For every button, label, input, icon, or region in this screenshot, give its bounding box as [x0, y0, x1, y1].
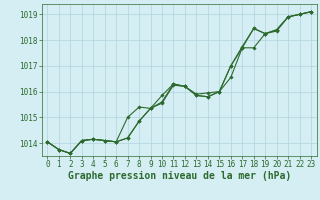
X-axis label: Graphe pression niveau de la mer (hPa): Graphe pression niveau de la mer (hPa) — [68, 171, 291, 181]
